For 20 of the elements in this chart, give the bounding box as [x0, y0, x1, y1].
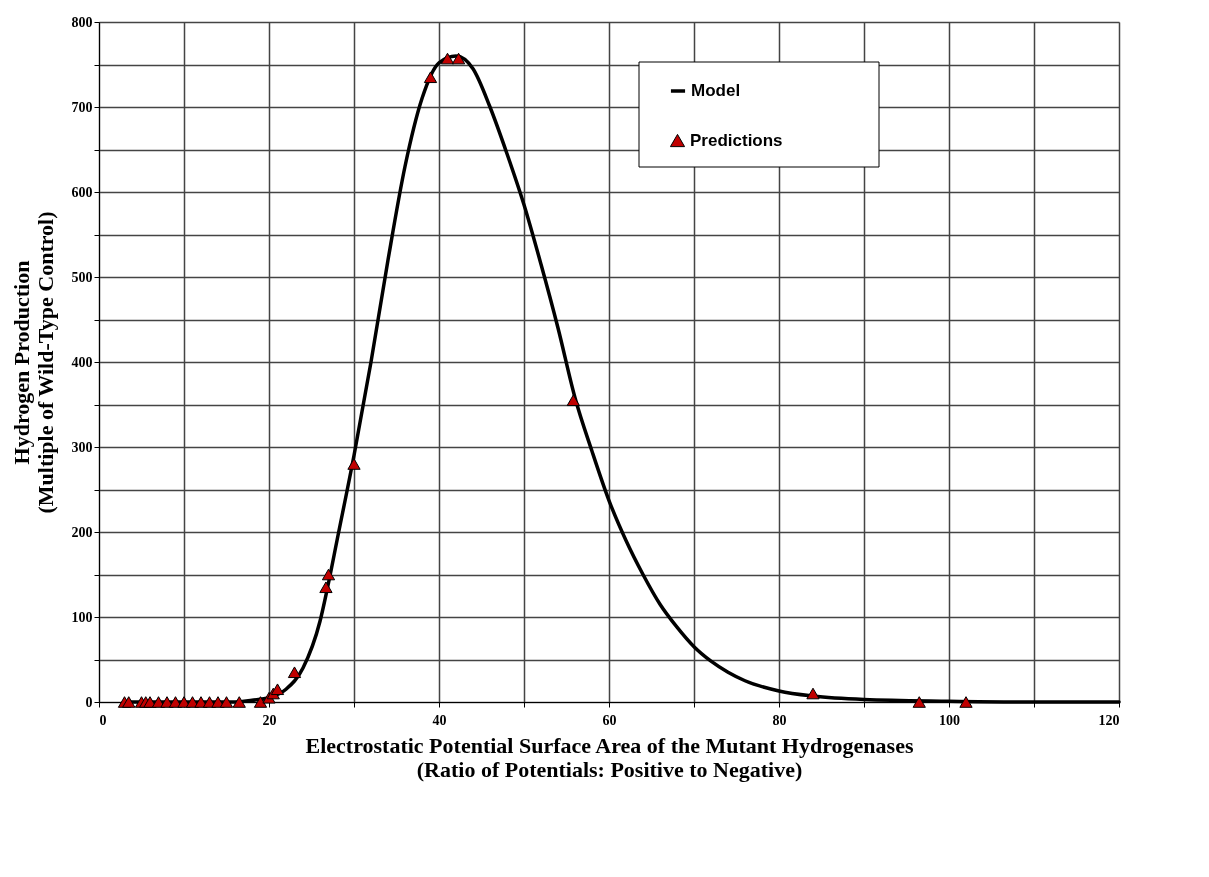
- y-tick-label: 100: [71, 609, 93, 625]
- x-tick-label: 100: [939, 712, 960, 728]
- y-tick-label: 500: [71, 269, 93, 285]
- y-tick-label: 400: [71, 354, 93, 370]
- x-tick-label: 20: [262, 712, 277, 728]
- y-tick-label: 600: [71, 184, 93, 200]
- x-axis-title: Electrostatic Potential Surface Area of the Mutant Hydrogenases (Ratio of Potentials: Positive to Negative): [305, 732, 914, 782]
- x-tick-label: 80: [772, 712, 787, 728]
- x-tick-label: 0: [99, 712, 107, 728]
- legend-label: Model: [691, 81, 741, 100]
- x-tick-label: 120: [1098, 712, 1120, 728]
- y-tick-label: 200: [71, 524, 93, 540]
- legend-label: Predictions: [690, 130, 783, 150]
- y-tick-label: 300: [71, 439, 93, 455]
- y-tick-label: 0: [85, 694, 93, 710]
- y-tick-label: 800: [71, 14, 93, 30]
- x-tick-label: 40: [432, 712, 447, 728]
- x-tick-label: 60: [602, 712, 617, 728]
- y-axis-title: Hydrogen Production (Multiple of Wild-Type Control): [8, 211, 58, 514]
- y-tick-label: 700: [71, 99, 93, 115]
